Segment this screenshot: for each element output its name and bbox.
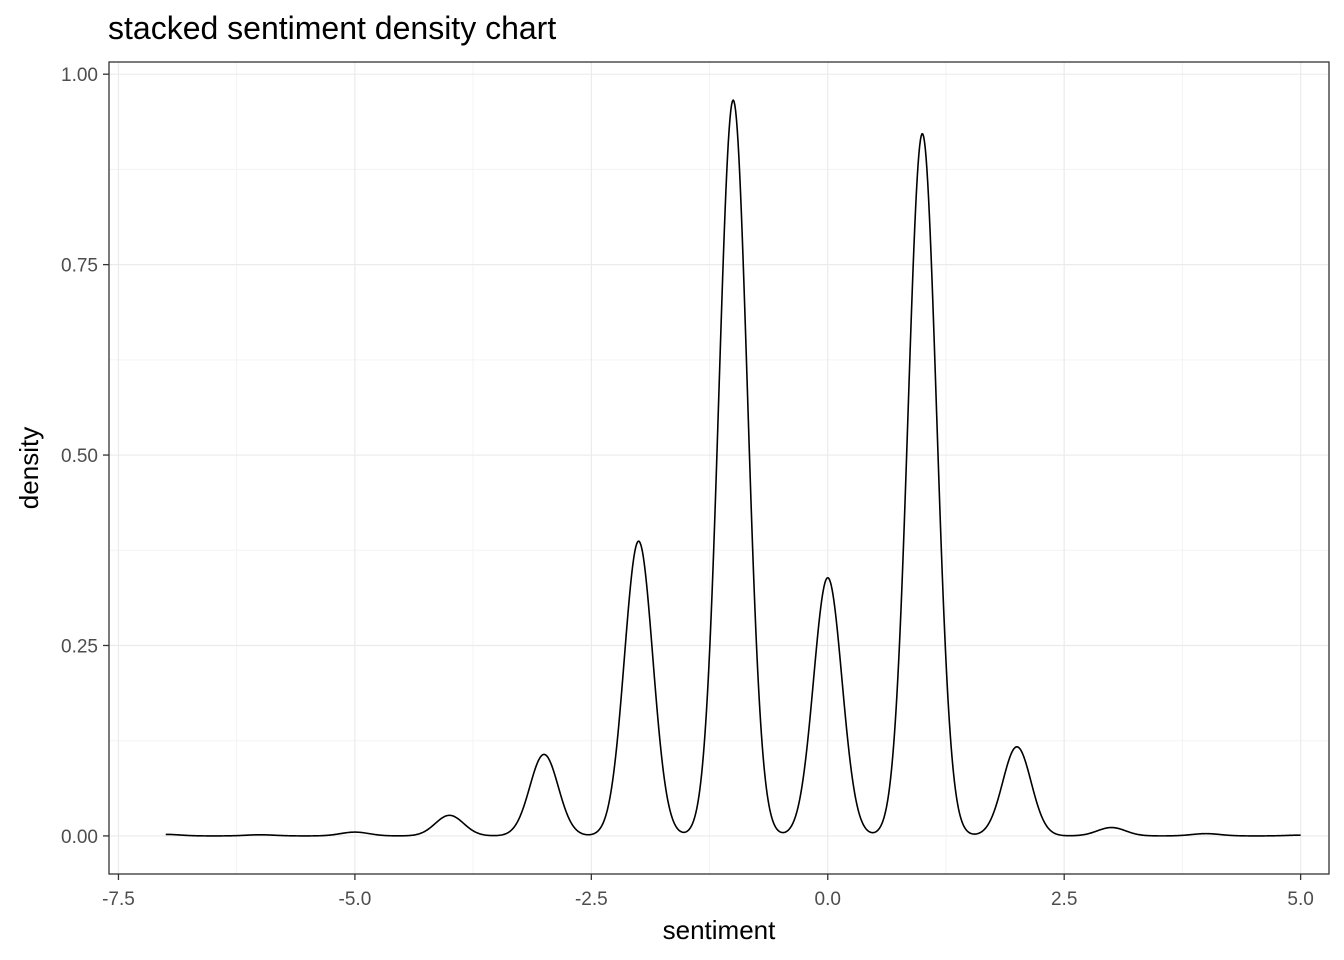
- major-gridlines: [109, 62, 1329, 874]
- x-tick-label: -7.5: [102, 889, 135, 910]
- y-tick-label: 1.00: [61, 65, 98, 86]
- density-curve: [165, 99, 1301, 837]
- x-axis: -7.5 -5.0 -2.5 0.0 2.5 5.0: [102, 874, 1314, 910]
- y-axis-title: density: [14, 427, 44, 509]
- x-tick-label: -2.5: [575, 889, 608, 910]
- y-tick-label: 0.75: [61, 256, 98, 277]
- minor-gridlines: [109, 62, 1329, 874]
- y-tick-label: 0.00: [61, 827, 98, 848]
- y-tick-label: 0.50: [61, 446, 98, 467]
- chart-title: stacked sentiment density chart: [108, 10, 557, 46]
- x-tick-label: 5.0: [1287, 889, 1313, 910]
- panel-border: [108, 61, 1330, 875]
- x-tick-label: -5.0: [339, 889, 372, 910]
- y-axis: 0.00 0.25 0.50 0.75 1.00: [61, 65, 109, 848]
- x-tick-label: 2.5: [1051, 889, 1077, 910]
- x-axis-title: sentiment: [663, 915, 776, 945]
- x-tick-label: 0.0: [815, 889, 841, 910]
- y-tick-label: 0.25: [61, 636, 98, 657]
